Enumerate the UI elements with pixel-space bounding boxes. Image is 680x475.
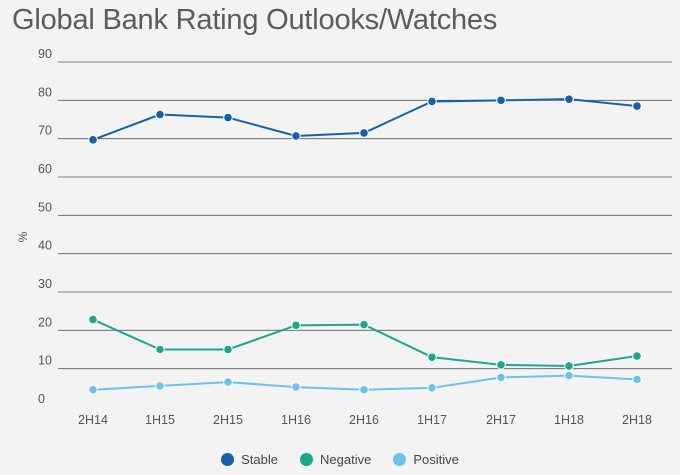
- data-point-stable: [291, 131, 301, 141]
- data-point-stable: [427, 96, 437, 107]
- legend: Stable Negative Positive: [0, 452, 680, 467]
- data-point-positive: [427, 383, 437, 393]
- data-point-positive: [564, 370, 574, 381]
- x-tick-label: 1H18: [554, 413, 584, 427]
- data-point-stable: [88, 135, 98, 145]
- series-lines: [92, 98, 638, 391]
- data-point-positive: [359, 384, 369, 395]
- x-axis: 2H14 1H15 2H15 1H16 2H16 1H17 2H17 1H18 2H18: [78, 413, 652, 427]
- data-point-positive: [632, 374, 642, 385]
- y-axis-label: %: [16, 231, 30, 242]
- chart-title: Global Bank Rating Outlooks/Watches: [12, 4, 498, 36]
- data-point-positive: [496, 372, 506, 383]
- data-point-stable: [564, 94, 574, 104]
- legend-label: Positive: [413, 452, 459, 467]
- data-point-positive: [155, 381, 165, 391]
- data-point-stable: [496, 95, 506, 106]
- x-tick-label: 1H15: [145, 413, 175, 427]
- legend-marker: [393, 453, 407, 466]
- y-tick-label: 60: [38, 162, 52, 176]
- data-point-stable: [632, 101, 642, 111]
- y-tick-label: 0: [38, 392, 45, 406]
- legend-marker: [221, 453, 235, 466]
- y-tick-label: 90: [38, 47, 52, 61]
- legend-item-stable: Stable: [221, 452, 278, 467]
- y-tick-label: 30: [38, 277, 52, 291]
- legend-marker: [300, 453, 314, 466]
- data-point-stable: [155, 109, 165, 120]
- data-point-stable: [223, 112, 233, 123]
- data-point-positive: [223, 377, 233, 387]
- gridlines: [58, 61, 672, 370]
- legend-label: Negative: [320, 452, 372, 467]
- data-point-negative: [88, 314, 98, 325]
- y-tick-label: 80: [38, 85, 52, 99]
- data-point-positive: [291, 382, 301, 392]
- x-tick-label: 1H16: [281, 413, 311, 427]
- legend-item-positive: Positive: [393, 452, 459, 467]
- data-point-positive: [88, 384, 98, 395]
- series-points: [88, 94, 642, 395]
- data-point-negative: [564, 361, 574, 371]
- legend-item-negative: Negative: [300, 452, 371, 467]
- y-tick-label: 40: [38, 239, 52, 253]
- data-point-negative: [496, 360, 506, 370]
- x-tick-label: 2H15: [213, 413, 243, 427]
- y-tick-label: 20: [38, 315, 52, 329]
- data-point-negative: [359, 319, 369, 330]
- data-point-negative: [632, 351, 642, 361]
- y-tick-label: 10: [38, 354, 52, 368]
- y-tick-label: 70: [38, 124, 52, 138]
- legend-label: Stable: [241, 452, 279, 467]
- y-axis: 0 10 20 30 40 50 60 70 80 90: [38, 47, 52, 406]
- data-point-negative: [155, 344, 165, 355]
- data-point-negative: [291, 320, 301, 331]
- data-point-negative: [427, 352, 437, 362]
- x-tick-label: 2H14: [78, 413, 108, 427]
- y-tick-label: 50: [38, 200, 52, 214]
- data-point-stable: [359, 128, 369, 138]
- x-tick-label: 1H17: [417, 413, 447, 427]
- data-point-negative: [223, 344, 233, 355]
- x-tick-label: 2H18: [622, 413, 652, 427]
- x-tick-label: 2H17: [486, 413, 516, 427]
- x-tick-label: 2H16: [349, 413, 379, 427]
